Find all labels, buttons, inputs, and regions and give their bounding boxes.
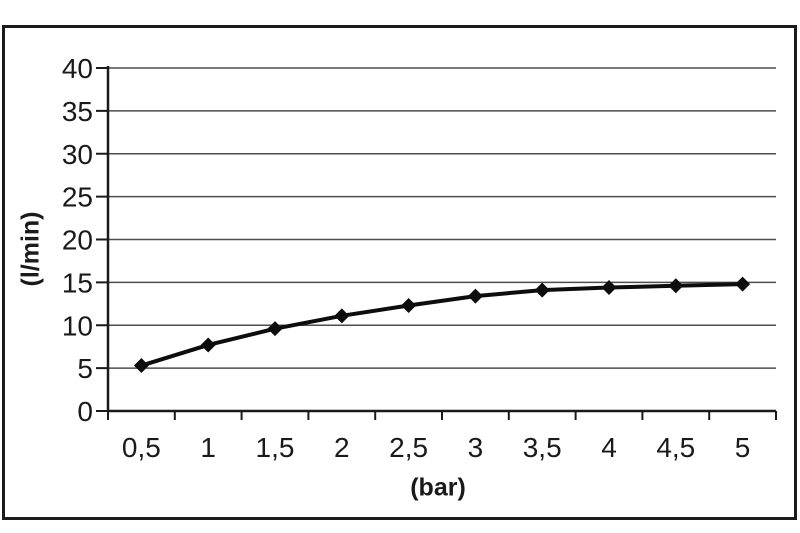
diamond-marker xyxy=(601,280,617,296)
y-tick-label: 0 xyxy=(77,396,93,427)
x-axis-title: (bar) xyxy=(410,473,466,502)
diamond-marker xyxy=(267,321,283,337)
x-tick-label: 2,5 xyxy=(389,432,428,463)
diamond-marker xyxy=(334,308,350,324)
diamond-marker xyxy=(401,298,417,314)
chart-frame xyxy=(2,25,797,520)
x-tick-label: 1 xyxy=(200,432,216,463)
x-tick-label: 4 xyxy=(601,432,617,463)
y-tick-label: 15 xyxy=(62,267,93,298)
y-tick-label: 20 xyxy=(62,225,93,256)
diamond-marker xyxy=(534,282,550,298)
y-tick-label: 25 xyxy=(62,182,93,213)
y-tick-label: 5 xyxy=(77,353,93,384)
data-point-markers xyxy=(133,276,751,374)
y-tick-label: 40 xyxy=(62,53,93,84)
diamond-marker xyxy=(133,358,149,374)
diamond-marker xyxy=(668,278,684,294)
diamond-marker xyxy=(467,288,483,304)
y-tick-label: 30 xyxy=(62,139,93,170)
y-axis-title: (l/min) xyxy=(16,211,45,287)
x-tick-label: 3 xyxy=(468,432,484,463)
series-line xyxy=(140,282,743,368)
x-tick-label: 1,5 xyxy=(256,432,295,463)
x-tick-label: 4,5 xyxy=(656,432,695,463)
y-tick-label: 10 xyxy=(62,310,93,341)
axes xyxy=(106,66,776,413)
y-tick-labels: 0 5 10 15 20 25 30 35 40 xyxy=(62,53,93,427)
diamond-marker xyxy=(200,337,216,353)
x-tick-label: 0,5 xyxy=(122,432,161,463)
gridlines xyxy=(108,67,776,369)
y-tick-label: 35 xyxy=(62,96,93,127)
axis-ticks xyxy=(96,67,777,420)
x-tick-labels: 0,5 1 1,5 2 2,5 3 3,5 4 4,5 5 xyxy=(122,432,750,463)
x-tick-label: 3,5 xyxy=(523,432,562,463)
diamond-marker xyxy=(735,276,751,292)
x-tick-label: 2 xyxy=(334,432,350,463)
x-tick-label: 5 xyxy=(735,432,751,463)
